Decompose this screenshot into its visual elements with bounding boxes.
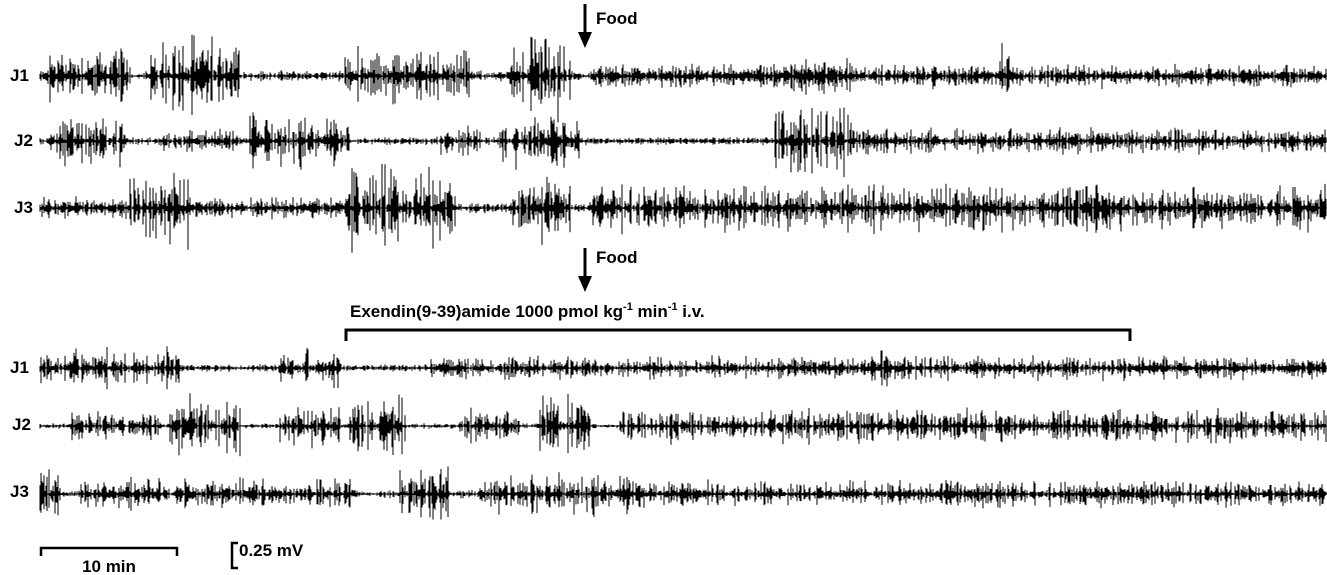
voltage-scale-bar xyxy=(230,541,238,570)
food-arrow-head xyxy=(578,276,592,292)
emg-trace xyxy=(39,393,1327,457)
food-arrow-head xyxy=(578,32,592,48)
emg-trace xyxy=(39,163,1327,253)
trace-label: J3 xyxy=(14,198,33,217)
emg-trace xyxy=(39,346,1327,390)
treatment-label: Exendin(9-39)amide 1000 pmol kg-1 min-1 … xyxy=(350,301,705,321)
trace-label: J1 xyxy=(10,66,29,85)
time-scale-label: 10 min xyxy=(82,557,136,575)
trace-label: J2 xyxy=(12,415,31,434)
emg-trace xyxy=(39,466,1327,520)
trace-label: J1 xyxy=(10,358,29,377)
food-label: Food xyxy=(596,248,638,267)
emg-trace xyxy=(39,34,1327,123)
treatment-bracket xyxy=(344,328,1132,341)
time-scale-bar xyxy=(39,546,179,556)
emg-trace xyxy=(39,107,1327,178)
trace-label: J2 xyxy=(14,131,33,150)
voltage-scale-label: 0.25 mV xyxy=(239,541,304,560)
trace-label: J3 xyxy=(10,482,29,501)
food-label: Food xyxy=(596,9,638,28)
